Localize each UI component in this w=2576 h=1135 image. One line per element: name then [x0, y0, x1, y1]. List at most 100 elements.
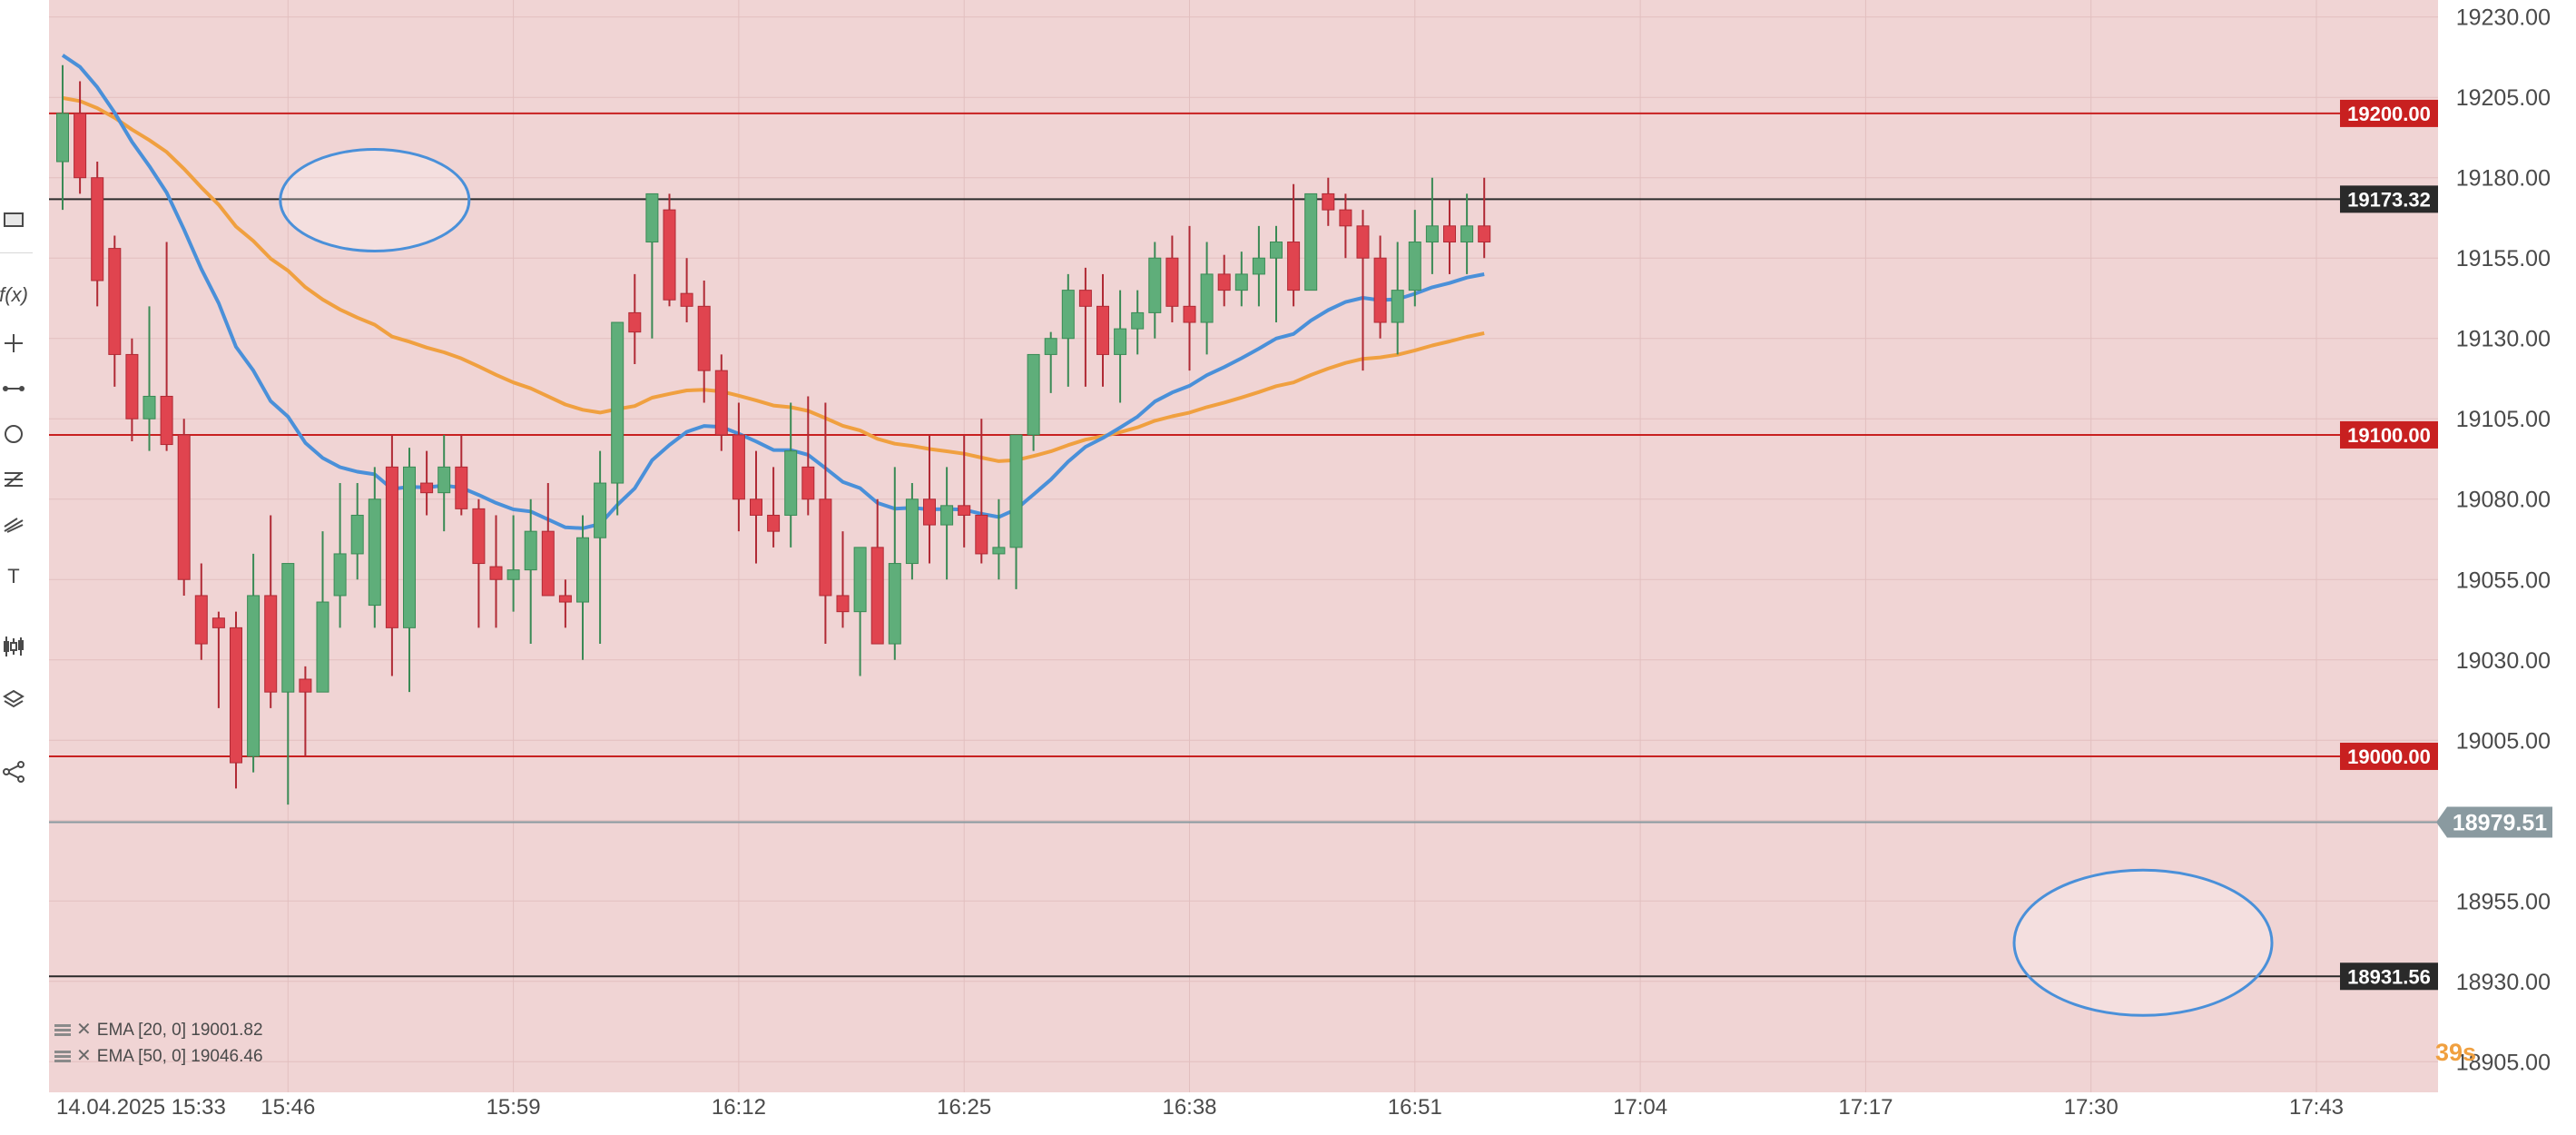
candle-body [576, 537, 589, 603]
candle-body [143, 395, 156, 419]
candle-body [714, 370, 728, 436]
candle-body [1078, 290, 1092, 307]
candle-body [160, 395, 173, 446]
candle-body [489, 566, 503, 580]
y-tick-label: 19030.00 [2456, 648, 2551, 674]
candles-icon[interactable] [0, 633, 27, 660]
candle-body [1339, 209, 1352, 227]
candle-body [1200, 273, 1214, 323]
drawing-toolbar: f(x) T [0, 0, 49, 1135]
candle-body [1096, 305, 1109, 355]
candle-body [333, 553, 347, 597]
candle-body [819, 498, 832, 597]
y-tick-label: 19230.00 [2456, 5, 2551, 31]
fibonacci-icon[interactable] [0, 466, 27, 493]
remove-icon[interactable]: ✕ [76, 1020, 92, 1040]
candle-body [750, 498, 762, 516]
candle-body [558, 595, 572, 603]
y-tick-label: 19130.00 [2456, 327, 2551, 352]
candle-body [541, 530, 555, 597]
candle-body [1460, 225, 1474, 243]
rectangle-icon[interactable] [0, 206, 27, 233]
function-icon[interactable]: f(x) [0, 281, 28, 309]
candle-body [281, 563, 295, 693]
y-tick-label: 19080.00 [2456, 488, 2551, 513]
candle-body [940, 505, 954, 526]
candle-body [870, 547, 884, 645]
candle-body [645, 192, 659, 243]
candle-body [853, 547, 867, 613]
current-price-label: 18979.51 [2453, 811, 2547, 836]
candle-body [1356, 225, 1370, 259]
y-tick-label: 18905.00 [2456, 1050, 2551, 1075]
x-tick-label: 17:04 [1613, 1095, 1667, 1120]
y-tick-label: 19205.00 [2456, 85, 2551, 111]
candle-body [472, 508, 486, 565]
candle-body [1027, 353, 1040, 436]
x-tick-label: 17:43 [2289, 1095, 2344, 1120]
y-tick-label: 18930.00 [2456, 970, 2551, 995]
remove-icon[interactable]: ✕ [76, 1046, 92, 1066]
text-icon[interactable]: T [0, 563, 27, 590]
candle-body [74, 113, 87, 179]
candle-body [524, 530, 537, 571]
candle-body [506, 569, 520, 580]
candle-body [611, 321, 624, 484]
candle-body [680, 292, 693, 307]
legend-ema20[interactable]: ✕ EMA [20, 0] 19001.82 [54, 1017, 263, 1043]
candle-body [905, 498, 919, 565]
circle-icon[interactable] [0, 420, 27, 448]
drag-handle-icon[interactable] [54, 1023, 71, 1037]
crosshair-icon[interactable] [0, 330, 27, 357]
candle-body [1131, 311, 1145, 330]
current-price-tag [2436, 806, 2552, 838]
candle-body [784, 450, 798, 516]
toolbar-divider [0, 252, 33, 253]
indicator-legend: ✕ EMA [20, 0] 19001.82 ✕ EMA [50, 0] 190… [54, 1017, 263, 1070]
x-tick-label: 16:12 [712, 1095, 766, 1120]
candle-body [1425, 225, 1439, 243]
candle-body [1322, 192, 1335, 211]
drag-handle-icon[interactable] [54, 1050, 71, 1063]
legend-ema50[interactable]: ✕ EMA [50, 0] 19046.46 [54, 1043, 263, 1070]
candle-body [455, 466, 468, 509]
candle-body [767, 514, 781, 532]
y-tick-label: 19005.00 [2456, 728, 2551, 754]
y-tick-label: 19105.00 [2456, 407, 2551, 432]
candle-body [125, 353, 139, 419]
price-level-tag [2340, 962, 2438, 991]
candle-body [663, 209, 676, 301]
price-level-label: 19200.00 [2347, 103, 2431, 125]
price-level-label: 18931.56 [2347, 965, 2431, 988]
x-tick-label: 16:51 [1388, 1095, 1442, 1120]
candle-body [1252, 257, 1265, 275]
candle-body [1304, 192, 1318, 291]
candle-body [1061, 290, 1075, 340]
price-axis [2438, 0, 2576, 1135]
candle-body [403, 466, 416, 628]
x-tick-label: 16:25 [937, 1095, 991, 1120]
legend-ema20-label: EMA [20, 0] 19001.82 [96, 1021, 263, 1040]
candle-body [316, 601, 329, 693]
candle-body [1114, 328, 1127, 355]
candle-body [350, 514, 364, 555]
candle-body [1234, 273, 1248, 291]
price-level-label: 19173.32 [2347, 188, 2431, 211]
candle-body [1044, 338, 1057, 355]
legend-ema50-label: EMA [50, 0] 19046.46 [96, 1047, 263, 1066]
candle-body [1009, 434, 1023, 548]
price-level-tag [2340, 185, 2438, 213]
candle-body [299, 678, 312, 693]
candle-body [628, 311, 642, 333]
share-icon[interactable] [0, 758, 27, 785]
pitchfork-icon[interactable] [0, 511, 27, 538]
candle-body [1165, 257, 1179, 307]
trend-line-icon[interactable] [0, 375, 27, 402]
candle-body [108, 248, 122, 355]
candle-body [732, 434, 745, 500]
function-label: f(x) [0, 283, 28, 306]
layers-icon[interactable] [0, 686, 27, 713]
candle-body [1287, 242, 1301, 291]
candle-body [1373, 257, 1387, 323]
